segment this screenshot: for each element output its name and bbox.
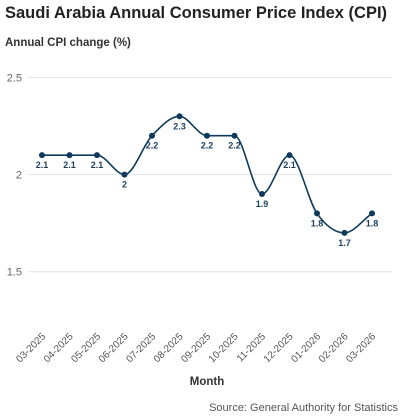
x-tick-label: 03-2026	[344, 331, 378, 365]
data-label: 1.8	[366, 218, 379, 228]
data-point	[231, 132, 238, 139]
data-label: 2.2	[201, 141, 214, 151]
y-tick-label: 2.5	[7, 72, 22, 84]
x-axis-title: Month	[190, 376, 224, 388]
y-tick-label: 1.5	[7, 267, 22, 279]
data-label: 2.1	[283, 160, 296, 170]
data-point	[369, 210, 375, 217]
y-tick-label: 2	[16, 170, 22, 182]
data-points	[39, 113, 375, 236]
data-label: 2.1	[36, 160, 49, 170]
data-label: 2.3	[173, 121, 186, 131]
data-label: 2.1	[91, 160, 104, 170]
data-label: 2.2	[228, 141, 241, 151]
data-point	[39, 152, 45, 159]
data-point	[121, 171, 128, 178]
data-label: 1.8	[311, 218, 324, 228]
data-point	[314, 210, 320, 217]
data-point	[341, 229, 348, 236]
data-point	[259, 191, 265, 197]
y-axis-title: Annual CPI change (%)	[5, 37, 131, 49]
data-label: 1.7	[338, 238, 351, 248]
data-point	[204, 132, 210, 139]
data-point	[176, 113, 183, 120]
data-label: 2	[122, 180, 127, 190]
data-labels: 2.1 2.1 2.1 2 2.2 2.3 2.2 2.2 1.9 2.1 1.8 1.7 1.8	[36, 121, 379, 248]
data-label: 1.9	[256, 199, 269, 209]
chart-title: Saudi Arabia Annual Consumer Price Index…	[5, 4, 388, 22]
data-point	[286, 152, 293, 159]
data-point	[94, 152, 100, 159]
y-axis-ticks: 1.5 2 2.5	[7, 72, 22, 278]
gridlines	[28, 76, 392, 273]
data-label: 2.1	[63, 160, 76, 170]
x-axis-ticks: 03-202504-202505-202506-202507-202508-20…	[14, 331, 378, 365]
data-point	[149, 132, 155, 139]
x-tick-label: 10-2025	[207, 331, 241, 365]
source-note: Source: General Authority for Statistics	[209, 402, 398, 414]
data-label: 2.2	[146, 141, 159, 151]
data-point	[66, 152, 73, 159]
